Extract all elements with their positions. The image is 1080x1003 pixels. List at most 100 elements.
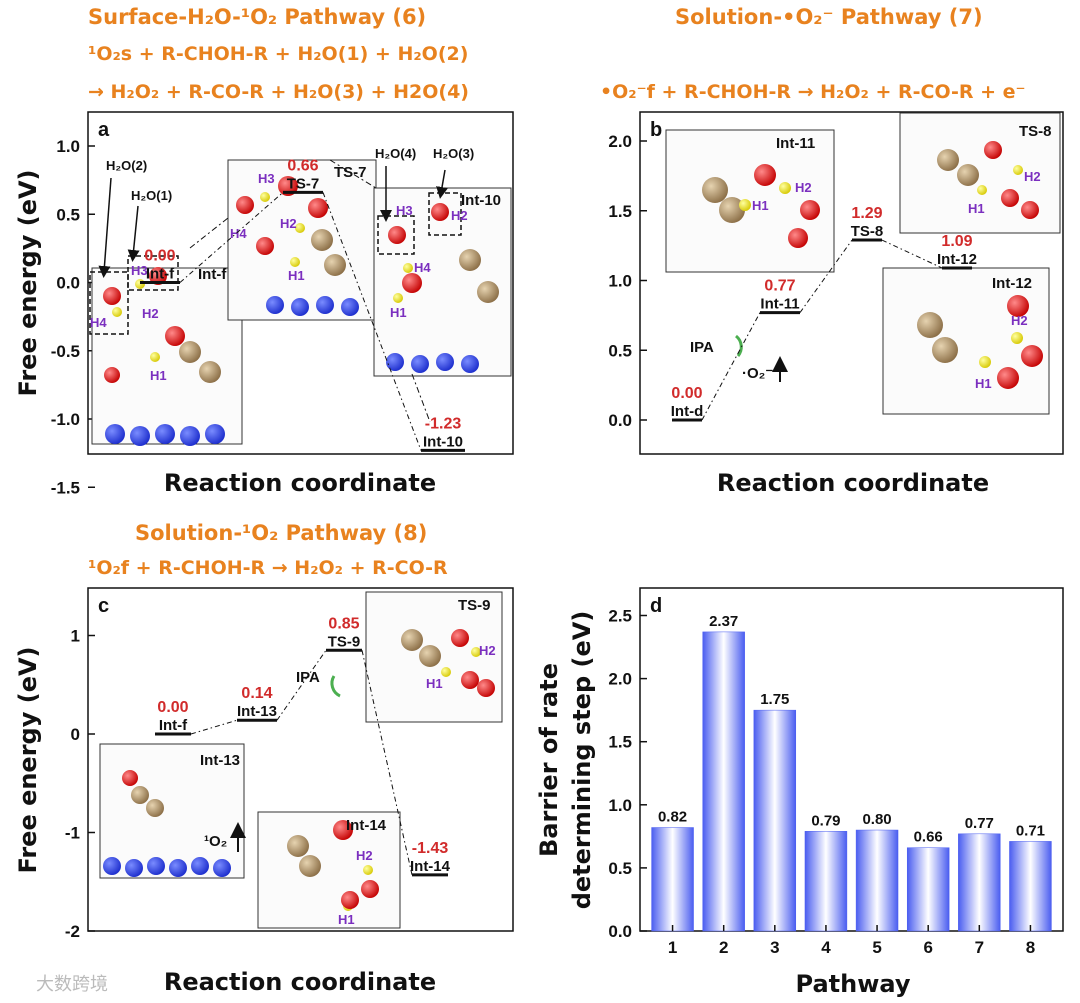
bar-value-label: 2.37: [709, 613, 738, 630]
ytick-label: 1.0: [608, 272, 632, 291]
bar-pathway-1: [651, 827, 694, 932]
panel-c-y-axis: 1 0 -1 -2: [65, 627, 95, 941]
level-value: 0.00: [671, 385, 702, 402]
ann-a-h1-int-f: H1: [150, 368, 167, 383]
ytick-label: 1.5: [608, 733, 632, 752]
header-b-equation: •O₂⁻f + R-CHOH-R → H₂O₂ + R-CO-R + e⁻: [600, 81, 1026, 103]
ytick-label: 0: [71, 725, 80, 744]
ytick-label: 0.0: [608, 922, 632, 941]
bar-pathway-5: [855, 829, 899, 932]
ytick-label: 1.5: [608, 202, 632, 221]
dashed-box-2: [127, 255, 179, 291]
header-a-equation-2: → H₂O₂ + R-CO-R + H₂O(3) + H2O(4): [88, 81, 469, 103]
xtick-label: 4: [821, 938, 831, 957]
level-value: -1.23: [425, 415, 462, 432]
level-value: -1.43: [412, 840, 449, 857]
ann-a-h2-ts: H2: [280, 216, 297, 231]
bar-pathway-6: [906, 847, 950, 932]
bar-pathway-7: [958, 833, 1001, 932]
panel-d-xlabel: Pathway: [796, 970, 911, 998]
level-name: Int-d: [671, 403, 703, 420]
bar-value-label: 0.66: [914, 829, 943, 846]
bar-pathway-4: [804, 831, 848, 932]
level-connector: [179, 192, 284, 283]
ann-a-h1-ts: H1: [288, 268, 305, 283]
panel-a-ylabel: Free energy (eV): [14, 169, 42, 396]
bar-value-label: 0.82: [658, 809, 687, 826]
molecule-c-ts-9: [401, 629, 495, 697]
ann-c-int13-inset: Int-13: [200, 752, 240, 769]
bar-pathway-8: [1009, 841, 1052, 932]
ann-c-h1-ts9: H1: [426, 676, 443, 691]
bar-value-label: 0.71: [1016, 822, 1045, 839]
ann-c-ipa: IPA: [296, 669, 320, 686]
level-connector: [799, 239, 853, 313]
molecule-c-int-14: [287, 820, 379, 911]
ann-h2o-2: H₂O(2): [106, 158, 147, 173]
level-name: Int-13: [237, 703, 277, 720]
xtick-label: 8: [1026, 938, 1035, 957]
header-a-equation-1: ¹O₂s + R-CHOH-R + H₂O(1) + H₂O(2): [88, 43, 468, 65]
ann-a-h2-int10: H2: [451, 208, 468, 223]
level-name: TS-7: [287, 175, 320, 192]
ytick-label: 0.5: [608, 859, 632, 878]
ann-h2o-4: H₂O(4): [375, 146, 416, 161]
xtick-label: 1: [668, 938, 677, 957]
level-name: TS-8: [851, 223, 884, 240]
panel-d-bars: 0.82 1 2.37 2 1.75 3 0.79 4 0.80 5 0.66 6 0.77 7 0.71 8: [651, 613, 1052, 957]
panel-b-frame: [639, 111, 1064, 455]
xtick-label: 3: [770, 938, 779, 957]
ann-c-h1-int14: H1: [338, 912, 355, 927]
ytick-label: 1.0: [56, 137, 80, 156]
panel-c-ylabel: Free energy (eV): [14, 646, 42, 873]
level-value: 0.00: [157, 699, 188, 716]
ann-c-singlet-o2: ¹O₂: [204, 833, 227, 850]
panel-a-xlabel: Reaction coordinate: [164, 469, 436, 497]
molecule-b-ts-8: [937, 141, 1039, 219]
panel-b-xlabel: Reaction coordinate: [717, 469, 989, 497]
ann-b-h2-int11: H2: [795, 180, 812, 195]
molecule-b-int-12: [917, 295, 1043, 389]
ytick-label: -1.5: [51, 478, 80, 497]
panel-d-y-axis: 2.5 2.0 1.5 1.0 0.5 0.0: [608, 607, 647, 941]
ytick-label: 1.0: [608, 796, 632, 815]
level-value: 0.14: [241, 685, 272, 702]
panel-b-letter: b: [650, 119, 662, 141]
ytick-label: 2.0: [608, 132, 632, 151]
arrow-h2o-3: [436, 169, 448, 199]
molecule-b-int-11: [702, 164, 820, 248]
ann-a-h3-int-f: H3: [131, 263, 148, 278]
ipa-arrow-c: [330, 675, 341, 698]
panel-b-y-axis: 2.0 1.5 1.0 0.5 0.0: [608, 132, 647, 430]
panel-c-letter: c: [98, 595, 109, 617]
level-value: 1.29: [851, 205, 882, 222]
ipa-arrow-b: [734, 334, 743, 357]
ytick-label: 1: [71, 627, 80, 646]
bar-value-label: 0.77: [965, 815, 994, 832]
level-value: 0.66: [287, 157, 318, 174]
ann-b-h1-int12: H1: [975, 376, 992, 391]
ann-b-o2-radical: ·O₂⁻: [742, 365, 773, 382]
level-name: Int-12: [937, 251, 977, 268]
ytick-label: 0.0: [56, 274, 80, 293]
ytick-label: 2.5: [608, 607, 632, 626]
bar-pathway-2: [702, 631, 745, 932]
ytick-label: 2.0: [608, 670, 632, 689]
level-name: Int-11: [760, 296, 799, 313]
inset-a-ts-7: [227, 159, 377, 321]
ann-b-h1-int11: H1: [752, 198, 769, 213]
inset-c-int-14: [257, 811, 401, 929]
level-value: 0.77: [764, 278, 795, 295]
ann-b-h2-ts8: H2: [1024, 169, 1041, 184]
arrow-h2o-2: [98, 177, 112, 278]
panel-d-frame: [639, 587, 1064, 932]
ytick-label: -2: [65, 922, 80, 941]
panel-c: c 1 0 -1 -2 Free energy (eV) Reaction coord…: [14, 587, 514, 996]
panel-d-letter: d: [650, 595, 662, 617]
ann-a-int-f-inset: Int-f: [198, 266, 227, 283]
level-connector: [190, 719, 238, 735]
ann-b-ts8-inset: TS-8: [1019, 123, 1052, 140]
ann-a-ts7-inset: TS-7: [334, 164, 367, 181]
